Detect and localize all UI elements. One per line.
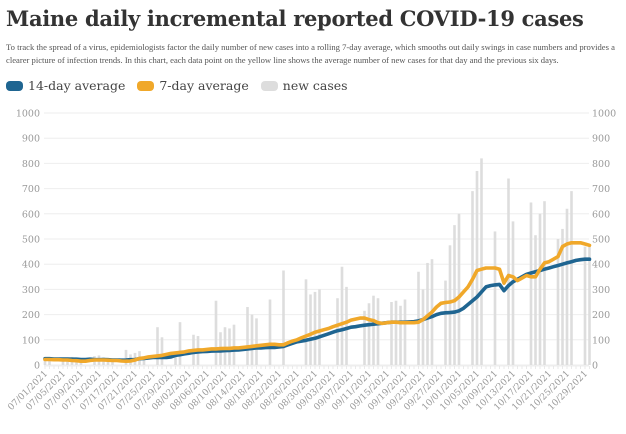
y-axis-left: 0 100 200 300 400 500 600 700 800 900 1000 <box>16 109 40 372</box>
new-cases-bar <box>538 213 542 365</box>
y-tick-label-left: 100 <box>22 335 40 346</box>
new-cases-bar <box>417 271 420 365</box>
legend: 14-day average 7-day average new cases <box>6 78 360 93</box>
new-cases-bar <box>250 314 254 365</box>
new-cases-bar <box>376 298 380 365</box>
new-cases-bar <box>363 310 366 365</box>
new-cases-bar <box>588 244 591 365</box>
y-tick-label-left: 300 <box>22 285 40 296</box>
new-cases-bar <box>493 231 497 365</box>
new-cases-bar <box>309 294 312 365</box>
new-cases-bar <box>583 246 587 365</box>
new-cases-bar <box>318 289 321 365</box>
chart-title: Maine daily incremental reported COVID-1… <box>6 6 584 31</box>
x-axis: 07/01/202107/05/202107/09/202107/13/2021… <box>6 365 590 413</box>
y-tick-label-right: 0 <box>592 361 598 372</box>
new-cases-bar <box>282 270 285 365</box>
y-tick-label-right: 800 <box>592 159 610 170</box>
new-cases-bar <box>246 307 249 365</box>
new-cases-bar <box>268 299 272 365</box>
new-cases-bar <box>399 305 402 365</box>
y-tick-label-left: 200 <box>22 310 40 321</box>
new-cases-bar <box>223 327 227 365</box>
new-cases-bar <box>48 357 51 365</box>
new-cases-bar <box>304 279 308 365</box>
new-cases-bar <box>160 337 164 365</box>
new-cases-bar <box>61 358 65 365</box>
new-cases-bar <box>448 245 452 365</box>
new-cases-bar <box>156 327 159 365</box>
new-cases-bar <box>394 300 398 365</box>
y-tick-label-left: 400 <box>22 260 40 271</box>
new-cases-bar <box>534 235 537 365</box>
new-cases-bar <box>345 286 348 365</box>
y-tick-label-left: 700 <box>22 184 40 195</box>
y-axis-right: 0 100 200 300 400 500 600 700 800 900 1000 <box>592 109 616 372</box>
new-cases-bar <box>475 170 479 365</box>
average-lines <box>43 241 592 363</box>
y-tick-label-right: 600 <box>592 209 610 220</box>
new-cases-bar <box>570 191 573 365</box>
new-cases-bar <box>543 201 546 365</box>
new-cases-bar <box>453 225 456 365</box>
y-tick-label-right: 200 <box>592 310 610 321</box>
new-cases-bar <box>372 295 375 365</box>
y-tick-label-left: 800 <box>22 159 40 170</box>
new-cases-bar <box>367 303 371 365</box>
new-cases-bar <box>178 322 182 365</box>
y-tick-label-left: 600 <box>22 209 40 220</box>
new-cases-bar <box>561 228 564 365</box>
legend-label-7-day: 7-day average <box>159 78 249 93</box>
y-tick-label-right: 300 <box>592 285 610 296</box>
new-cases-bar <box>340 266 344 365</box>
new-cases-bar <box>556 239 560 365</box>
new-cases-bar <box>142 356 146 365</box>
new-cases-bar <box>255 318 258 365</box>
y-tick-label-right: 900 <box>592 134 610 145</box>
new-cases-bar <box>313 291 317 365</box>
new-cases-bar <box>214 300 218 365</box>
new-cases-bar <box>444 280 447 365</box>
chart-subtitle: To track the spread of a virus, epidemio… <box>6 42 615 65</box>
new-cases-bar <box>529 202 533 365</box>
gridlines <box>44 112 589 366</box>
new-cases-bar <box>403 299 407 365</box>
y-tick-label-right: 500 <box>592 235 610 246</box>
legend-swatch-new-cases <box>260 80 278 91</box>
legend-label-new-cases: new cases <box>282 78 348 93</box>
new-cases-bar <box>480 158 483 365</box>
y-tick-label-right: 100 <box>592 335 610 346</box>
y-tick-label-right: 700 <box>592 184 610 195</box>
legend-item-new-cases[interactable]: new cases <box>260 78 348 93</box>
legend-item-7-day[interactable]: 7-day average <box>137 78 249 93</box>
legend-swatch-14-day <box>6 80 23 91</box>
new-cases-bar <box>511 221 515 365</box>
new-cases-bar <box>124 349 128 365</box>
y-tick-label-left: 500 <box>22 235 40 246</box>
line-7-day-average <box>43 241 592 363</box>
new-cases-bar <box>174 353 177 365</box>
new-cases-bars <box>43 158 591 365</box>
new-cases-bar <box>421 289 425 365</box>
legend-item-14-day[interactable]: 14-day average <box>6 78 125 93</box>
y-tick-label-right: 1000 <box>592 109 616 120</box>
new-cases-bar <box>390 302 393 365</box>
y-tick-label-left: 0 <box>34 361 40 372</box>
y-tick-label-right: 400 <box>592 260 610 271</box>
new-cases-bar <box>457 213 461 365</box>
legend-swatch-7-day <box>137 80 155 91</box>
legend-label-14-day: 14-day average <box>28 78 126 93</box>
new-cases-bar <box>507 178 510 365</box>
y-tick-label-left: 1000 <box>16 109 40 120</box>
new-cases-bar <box>565 208 569 365</box>
y-tick-label-left: 900 <box>22 134 40 145</box>
new-cases-bar <box>232 324 236 365</box>
